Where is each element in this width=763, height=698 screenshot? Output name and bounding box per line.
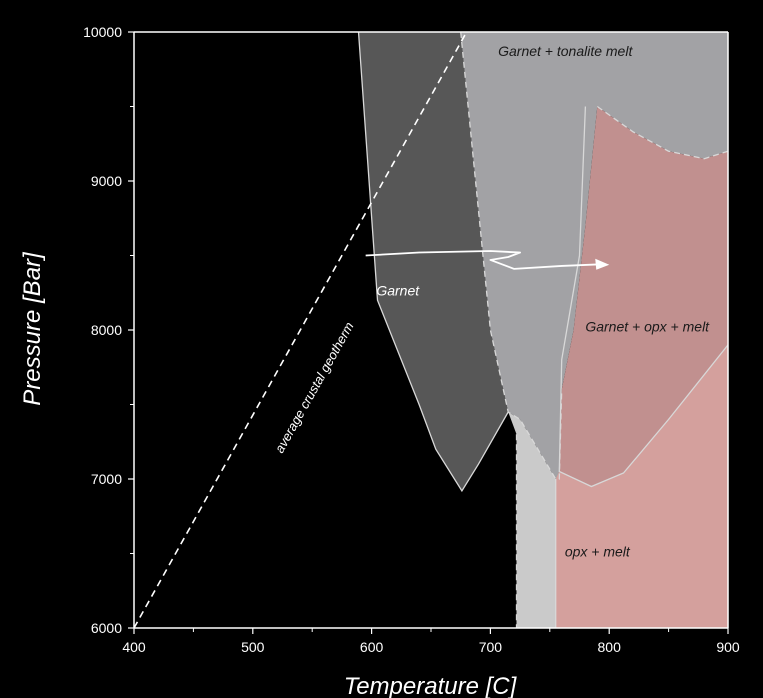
- region-garnet-tonalite-melt: [460, 32, 728, 479]
- region-opx-melt: [555, 344, 728, 628]
- regions-layer: [358, 32, 728, 628]
- x-tick-label-500: 500: [241, 639, 265, 655]
- y-tick-label-6000: 6000: [91, 620, 122, 636]
- x-tick-label-700: 700: [479, 639, 503, 655]
- pt-path-line: [365, 250, 598, 270]
- region-garnet-opx-melt: [559, 106, 728, 487]
- x-tick-label-600: 600: [360, 639, 384, 655]
- arrow-layer: [365, 250, 610, 270]
- boundary-line-2: [596, 105, 729, 160]
- x-tick-label-800: 800: [598, 639, 622, 655]
- geotherm-line: [133, 31, 468, 629]
- y-tick-label-8000: 8000: [91, 322, 122, 338]
- y-tick-label-7000: 7000: [91, 471, 122, 487]
- boundary-line-5: [558, 106, 729, 488]
- region-label-opx-melt: opx + melt: [565, 543, 631, 559]
- boundaries-layer: [357, 31, 729, 628]
- boundary-line-0: [357, 31, 509, 493]
- pt-path-arrowhead: [595, 258, 610, 270]
- boundary-line-1: [460, 31, 563, 480]
- region-label-garnet-tonalite-melt: Garnet + tonalite melt: [498, 43, 633, 59]
- x-tick-label-400: 400: [122, 639, 146, 655]
- axes-layer: 400 500 600 700 800 900 6000 7000 8000 9000 10000: [83, 24, 740, 655]
- region-garnet: [358, 32, 509, 491]
- region-label-garnet: Garnet: [376, 283, 420, 299]
- x-tick-label-900: 900: [716, 639, 740, 655]
- y-tick-label-10000: 10000: [83, 24, 122, 40]
- region-label-garnet-opx-melt: Garnet + opx + melt: [585, 318, 710, 334]
- y-axis-title: Pressure [Bar]: [19, 251, 46, 406]
- x-axis-title: Temperature [C]: [344, 673, 518, 698]
- y-tick-label-9000: 9000: [91, 173, 122, 189]
- labels-layer: Garnet Garnet + tonalite melt Garnet + opx…: [376, 43, 710, 560]
- region-strip-2: [508, 412, 556, 628]
